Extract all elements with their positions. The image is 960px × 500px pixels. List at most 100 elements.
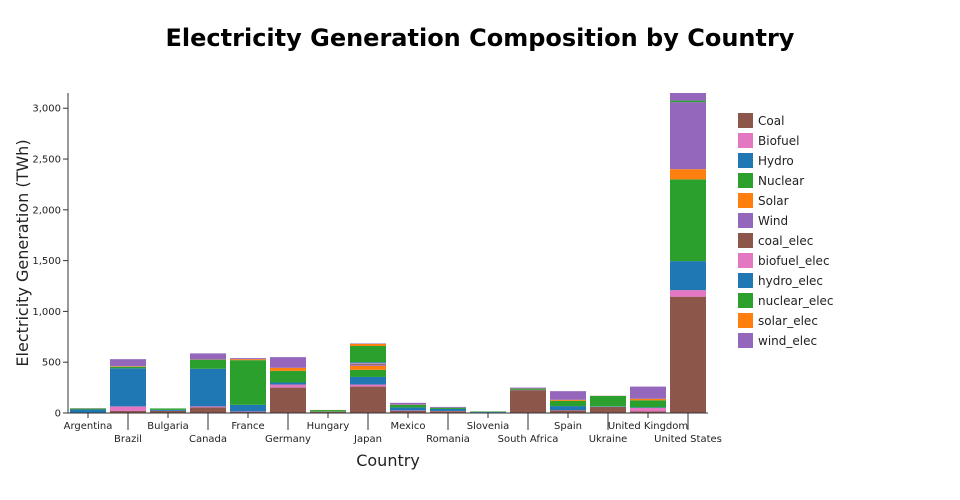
bar-segment <box>70 409 106 413</box>
x-tick-label: Japan <box>353 434 382 445</box>
bar-segment <box>230 404 266 412</box>
bar-segment <box>190 353 226 360</box>
bar-segment <box>350 376 386 385</box>
bar-segment <box>230 359 266 361</box>
bar-segment <box>670 100 706 103</box>
legend-item: Wind <box>738 213 788 228</box>
legend-label: Wind <box>758 214 788 228</box>
bar-segment <box>270 357 306 368</box>
legend-label: Solar <box>758 194 789 208</box>
x-tick-label: South Africa <box>498 434 559 445</box>
bar-segment <box>310 411 346 413</box>
bar-segment <box>110 359 146 367</box>
legend-swatch <box>738 133 753 148</box>
legend-label: hydro_elec <box>758 274 823 288</box>
bar-segment <box>670 169 706 180</box>
bar-segment <box>350 343 386 346</box>
bar-segment <box>110 366 146 367</box>
bar-segment <box>230 358 266 360</box>
x-tick-label: Germany <box>265 434 311 445</box>
bar-segment <box>230 411 266 412</box>
x-tick-label: Brazil <box>114 434 142 445</box>
x-tick-label: Spain <box>554 421 582 432</box>
bar-segment <box>270 370 306 383</box>
y-tick-label: 1,000 <box>32 307 61 318</box>
legend-label: solar_elec <box>758 314 818 328</box>
legend-item: nuclear_elec <box>738 293 834 308</box>
bar-segment <box>590 406 626 413</box>
legend-item: wind_elec <box>738 333 817 348</box>
legend-label: Nuclear <box>758 174 804 188</box>
x-tick-label: United States <box>654 434 722 445</box>
bar-segment <box>630 400 666 408</box>
bar-segment <box>390 410 426 413</box>
bar-segment <box>390 410 426 411</box>
bar-segment <box>310 410 346 412</box>
x-tick-label: Ukraine <box>589 434 628 445</box>
x-axis-label: Country <box>356 451 420 470</box>
bar-segment <box>390 404 426 408</box>
bar-segment <box>550 399 586 401</box>
bar-segment <box>150 410 186 413</box>
bars <box>70 93 706 413</box>
y-tick-label: 2,500 <box>32 155 61 166</box>
bar-segment <box>670 102 706 170</box>
legend-swatch <box>738 153 753 168</box>
bar-segment <box>230 360 266 405</box>
bar-segment <box>670 93 706 101</box>
bar-segment <box>70 408 106 410</box>
legend-item: Coal <box>738 113 784 128</box>
bar-segment <box>630 398 666 401</box>
y-tick-label: 2,000 <box>32 205 61 216</box>
bar-segment <box>350 365 386 370</box>
x-tick-label: Mexico <box>391 421 426 432</box>
x-tick-label: Canada <box>189 434 227 445</box>
bar-segment <box>430 407 466 409</box>
bar-segment <box>230 411 266 413</box>
legend-item: Solar <box>738 193 789 208</box>
bar-segment <box>590 406 626 407</box>
y-axis-label: Electricity Generation (TWh) <box>13 139 32 366</box>
bar-segment <box>510 388 546 390</box>
bar-segment <box>150 409 186 411</box>
legend: Coal Biofuel Hydro Nuclear Solar Wind coal_ele… <box>738 113 834 348</box>
bar-segment <box>350 369 386 377</box>
bar-segment <box>550 410 586 413</box>
bar-segment <box>630 407 666 408</box>
legend-item: hydro_elec <box>738 273 823 288</box>
legend-label: coal_elec <box>758 234 813 248</box>
bar-segment <box>670 179 706 262</box>
legend-swatch <box>738 253 753 268</box>
y-tick-label: 0 <box>55 409 61 420</box>
legend-label: Coal <box>758 114 784 128</box>
bar-segment <box>190 407 226 413</box>
x-tick-label: France <box>231 421 264 432</box>
bar-segment <box>110 410 146 413</box>
bar-segment <box>470 411 506 412</box>
bar-segment <box>270 384 306 388</box>
x-tick-label: United Kingdom <box>608 421 688 432</box>
x-tick-label: Bulgaria <box>147 421 188 432</box>
bar-segment <box>550 391 586 400</box>
legend-swatch <box>738 333 753 348</box>
legend-item: Hydro <box>738 153 794 168</box>
chart-title: Electricity Generation Composition by Co… <box>166 24 795 52</box>
bar-segment <box>350 386 386 413</box>
bar-segment <box>270 387 306 413</box>
legend-label: Hydro <box>758 154 794 168</box>
bar-segment <box>630 386 666 399</box>
y-axis: 0 500 1,000 1,500 2,000 2,500 3,000 <box>32 93 69 420</box>
bar-segment <box>110 368 146 407</box>
legend-swatch <box>738 313 753 328</box>
bar-segment <box>350 364 386 366</box>
legend-swatch <box>738 213 753 228</box>
bar-segment <box>590 395 626 407</box>
x-tick-label: Slovenia <box>467 421 510 432</box>
bar-segment <box>550 400 586 407</box>
bar-segment <box>670 290 706 297</box>
bar-segment <box>630 407 666 412</box>
legend-swatch <box>738 113 753 128</box>
bar-segment <box>270 367 306 371</box>
